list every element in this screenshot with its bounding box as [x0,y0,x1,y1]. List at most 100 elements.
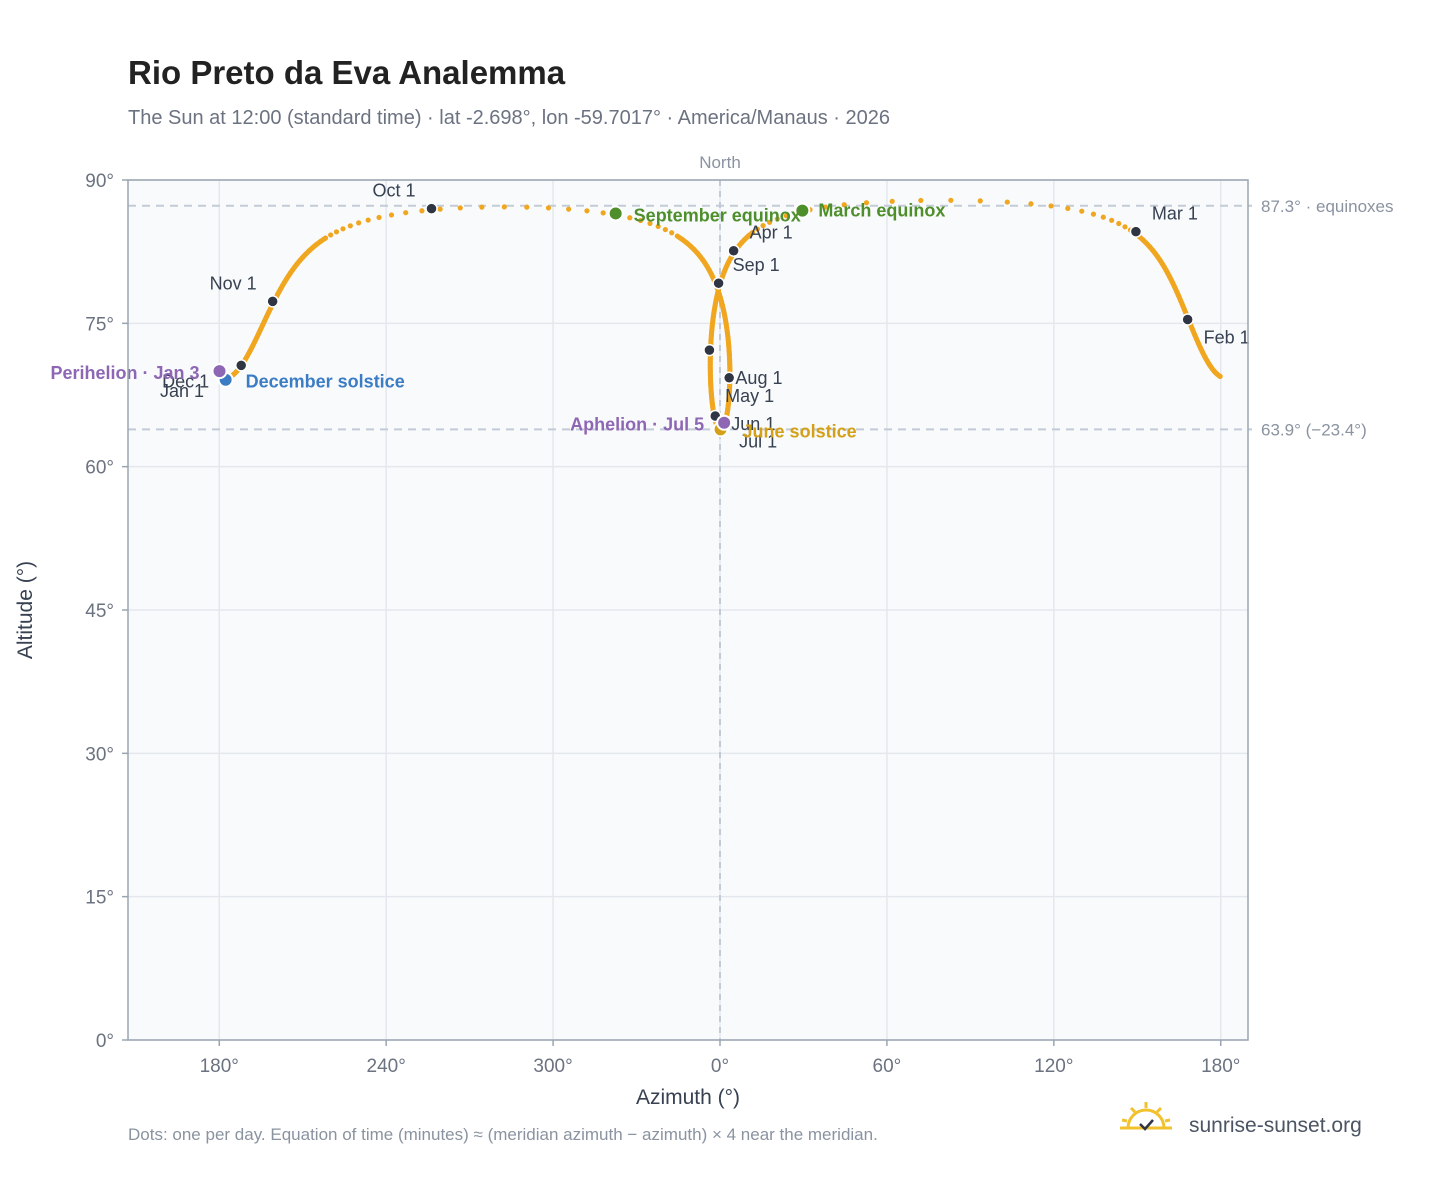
event-marker [607,205,624,222]
day-dot [889,198,895,204]
chart-subtitle: The Sun at 12:00 (standard time) · lat -… [128,107,890,129]
x-tick-label: 60° [873,1056,902,1077]
month-marker [727,244,740,257]
day-dot [501,204,507,210]
event-marker [794,202,811,219]
month-marker [234,359,248,372]
month-marker-label: Oct 1 [372,181,415,201]
day-dot [1100,214,1106,220]
event-marker-label: March equinox [818,201,945,221]
day-dot [356,220,362,226]
event-marker-label: December solstice [246,372,405,392]
day-dot [1116,220,1122,227]
day-dot [376,214,382,221]
month-marker-label: Dec 1 [162,371,209,391]
month-marker-label: Jan 1 [160,381,204,401]
day-dot [600,210,606,216]
month-marker-label: Jun 1 [731,414,775,434]
x-axis-ticks: 180° 240° 300° 0° 60° 120° 180° [200,1040,1240,1077]
day-dot [760,223,766,229]
day-dot [457,205,463,211]
day-dot [419,208,425,214]
y-tick-label: 90° [85,171,114,192]
sunrise-logo-icon [1120,1102,1172,1131]
footnote: Dots: one per day. Equation of time (min… [128,1125,878,1144]
reference-lines: 87.3° · equinoxes 63.9° (−23.4°) [128,197,1394,439]
day-dot [841,202,847,208]
month-marker-label: Sep 1 [733,255,780,275]
chart-title: Rio Preto da Eva Analemma [128,54,566,91]
day-dot [754,226,761,232]
day-dot [328,232,334,238]
day-dot [347,223,353,229]
day-dot [863,200,870,206]
day-dot [783,213,789,219]
day-dot [948,197,954,203]
x-axis-title: Azimuth (°) [636,1086,740,1109]
x-tick-label: 300° [533,1056,572,1077]
day-dot [774,216,780,222]
day-dot [822,204,829,210]
month-marker [1181,313,1194,326]
y-tick-label: 30° [85,744,114,765]
event-marker-label: Perihelion · Jan 3 [50,363,199,383]
day-dot [1079,208,1085,214]
day-dot [333,229,340,235]
month-marker [712,276,725,290]
month-marker [722,371,736,385]
x-tick-label: 240° [367,1056,406,1077]
y-tick-label: 0° [96,1031,114,1052]
month-marker [1129,225,1143,238]
day-dot [977,198,983,204]
day-dot [655,223,661,230]
day-dot [365,217,371,223]
x-tick-label: 180° [1201,1056,1240,1077]
y-axis-ticks: 0° 15° 30° 45° 60° 75° 90° [85,171,128,1052]
month-marker [425,202,438,215]
x-tick-label: 180° [200,1056,239,1077]
day-dot [340,226,346,232]
y-tick-label: 75° [85,314,114,335]
month-marker [703,343,716,357]
brand-name: sunrise-sunset.org [1189,1114,1362,1137]
month-marker-label: Mar 1 [1152,204,1198,224]
event-markers: March equinox September equinox June solst… [50,201,945,442]
day-dot [437,206,443,212]
y-tick-label: 15° [85,888,114,909]
month-marker [266,295,279,308]
day-dot [647,220,653,227]
event-marker-label: Aphelion · Jul 5 [570,415,704,435]
event-marker [716,414,733,431]
day-dot [403,210,409,216]
day-dot [479,204,485,210]
reference-line-label: 87.3° · equinoxes [1261,197,1394,216]
day-dot [1216,372,1221,378]
day-dot [669,230,675,236]
event-marker [211,363,228,380]
day-dot [1090,211,1097,217]
day-dot [638,217,644,224]
day-dot [524,204,530,210]
day-dot [662,226,668,233]
event-marker-label: June solstice [743,421,857,441]
x-tick-label: 120° [1034,1056,1073,1077]
day-dot [1109,217,1115,223]
month-marker-label: Jul 1 [739,431,777,451]
y-tick-label: 60° [85,458,114,479]
month-marker-label: Feb 1 [1204,328,1250,348]
month-marker-label: Apr 1 [750,223,793,243]
day-dot [1122,224,1128,230]
day-dot [545,205,552,211]
month-marker-label: Aug 1 [735,368,782,388]
day-dot [1028,201,1034,207]
day-dot [918,197,924,204]
north-label: North [699,153,741,172]
y-tick-label: 45° [85,601,114,622]
day-dot [767,219,773,225]
day-dot [1004,199,1010,205]
day-dot [1048,203,1054,209]
reference-line-label: 63.9° (−23.4°) [1261,420,1367,439]
y-axis-title: Altitude (°) [14,561,37,659]
day-dot [566,206,572,212]
day-dot [627,215,633,221]
